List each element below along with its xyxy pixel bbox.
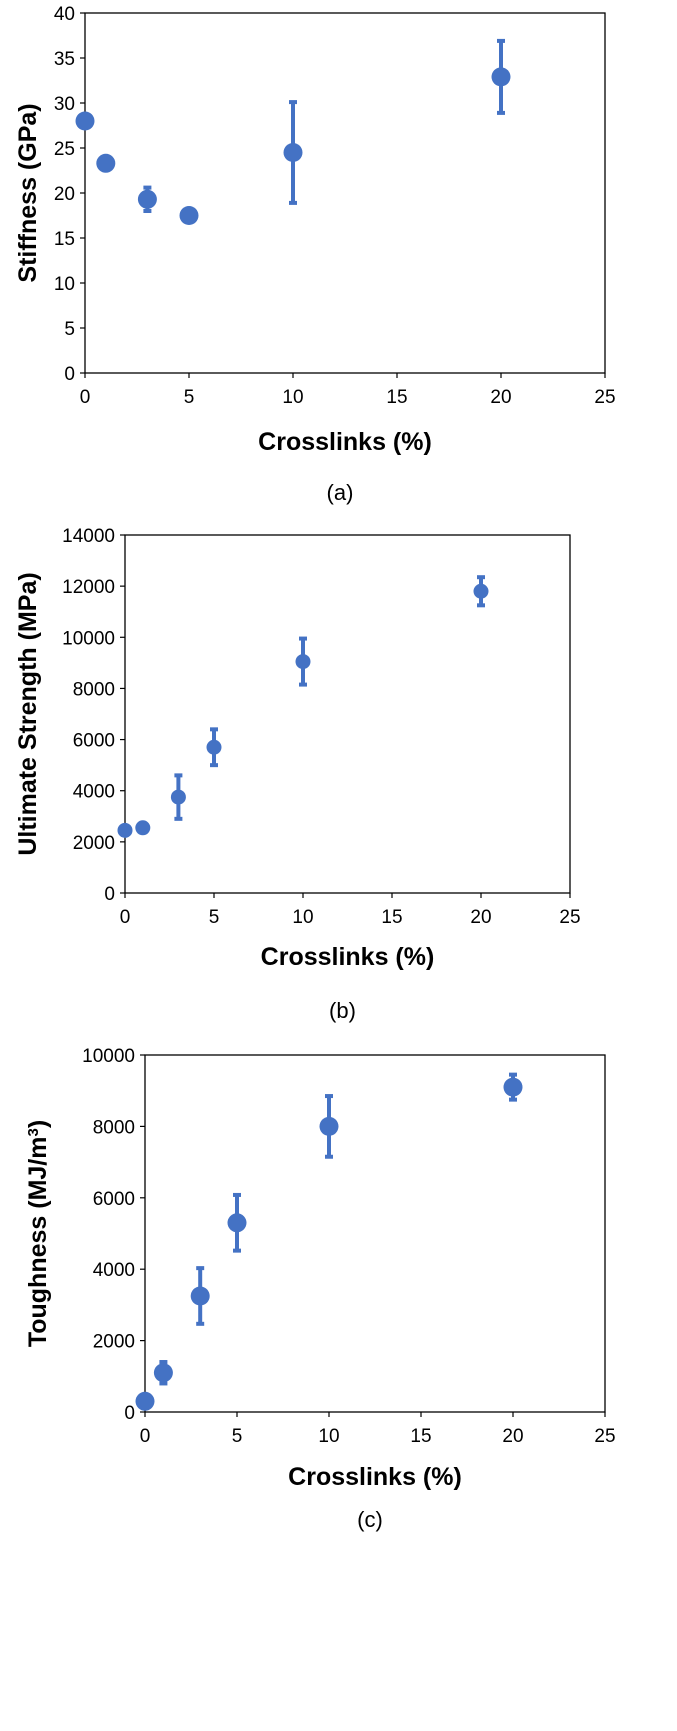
y-tick-label: 0 — [124, 1403, 135, 1424]
y-axis-label: Ultimate Strength (MPa) — [14, 572, 42, 855]
chart-panel-0: 0 5 10 15 20 25 0 5 10 15 20 25 30 35 40 Crosslinks (%)… — [14, 4, 616, 505]
y-tick-label: 0 — [104, 884, 115, 905]
y-axis-label: Toughness (MJ/m3) — [24, 1120, 52, 1347]
y-tick-label: 25 — [54, 139, 75, 160]
y-tick-label: 40 — [54, 4, 75, 25]
data-point — [137, 189, 157, 209]
data-point — [153, 1363, 173, 1383]
y-tick-label: 5 — [64, 319, 75, 340]
x-axis-label: Crosslinks (%) — [261, 943, 435, 971]
y-tick-label: 12000 — [62, 577, 115, 598]
x-tick-label: 25 — [594, 387, 615, 408]
y-tick-label: 6000 — [93, 1189, 135, 1210]
x-tick-label: 15 — [410, 1426, 431, 1447]
data-point — [96, 153, 116, 173]
data-point — [503, 1077, 523, 1097]
plot-frame — [84, 12, 606, 374]
data-point — [179, 206, 199, 225]
y-tick-label: 2000 — [93, 1332, 135, 1353]
data-point — [227, 1213, 247, 1233]
plot-frame — [144, 1054, 606, 1413]
y-tick-label: 30 — [54, 94, 75, 115]
x-tick-label: 5 — [232, 1426, 243, 1447]
y-tick-label: 6000 — [73, 731, 115, 752]
x-axis-label: Crosslinks (%) — [258, 428, 432, 456]
y-tick-label: 0 — [64, 364, 75, 385]
chart-panel-2: 0 5 10 15 20 25 0 2000 4000 6000 8000 10000 Crosslin… — [24, 1046, 616, 1532]
y-tick-label: 35 — [54, 49, 75, 70]
y-tick-label: 2000 — [73, 833, 115, 854]
data-point — [135, 1391, 155, 1411]
x-tick-label: 15 — [386, 387, 407, 408]
panel-label: (c) — [357, 1507, 383, 1532]
data-point — [283, 143, 303, 162]
plot-frame — [124, 534, 571, 894]
panel-label: (a) — [327, 480, 354, 505]
x-tick-label: 5 — [209, 907, 220, 928]
y-tick-label: 10 — [54, 274, 75, 295]
y-tick-label: 10000 — [82, 1046, 135, 1067]
x-tick-label: 25 — [559, 907, 580, 928]
y-axis-label: Stiffness (GPa) — [14, 103, 42, 282]
x-tick-label: 25 — [594, 1426, 615, 1447]
x-tick-label: 10 — [282, 387, 303, 408]
data-point — [206, 739, 222, 755]
x-tick-label: 0 — [140, 1426, 151, 1447]
x-tick-label: 10 — [292, 907, 313, 928]
panel-label: (b) — [329, 998, 356, 1023]
x-tick-label: 20 — [490, 387, 511, 408]
x-tick-label: 10 — [318, 1426, 339, 1447]
y-tick-label: 4000 — [93, 1260, 135, 1281]
data-point — [473, 583, 489, 599]
y-tick-label: 15 — [54, 229, 75, 250]
y-tick-label: 4000 — [73, 782, 115, 803]
x-tick-label: 0 — [80, 387, 91, 408]
x-tick-label: 20 — [470, 907, 491, 928]
data-point — [295, 654, 311, 670]
x-tick-label: 20 — [502, 1426, 523, 1447]
data-point — [117, 822, 133, 838]
x-tick-label: 15 — [381, 907, 402, 928]
x-tick-label: 0 — [120, 907, 131, 928]
data-point — [75, 111, 95, 131]
y-tick-label: 10000 — [62, 628, 115, 649]
y-tick-label: 20 — [54, 184, 75, 205]
y-tick-label: 14000 — [62, 526, 115, 547]
data-point — [190, 1286, 210, 1306]
data-point — [135, 820, 151, 836]
x-axis-label: Crosslinks (%) — [288, 1463, 462, 1491]
data-point — [319, 1116, 339, 1136]
y-tick-label: 8000 — [73, 679, 115, 700]
y-tick-label: 8000 — [93, 1117, 135, 1138]
data-point — [170, 789, 186, 805]
data-point — [491, 67, 511, 87]
x-tick-label: 5 — [184, 387, 195, 408]
chart-panel-1: 0 5 10 15 20 25 0 2000 4000 6000 8000 10000 12000 140… — [14, 526, 581, 1023]
